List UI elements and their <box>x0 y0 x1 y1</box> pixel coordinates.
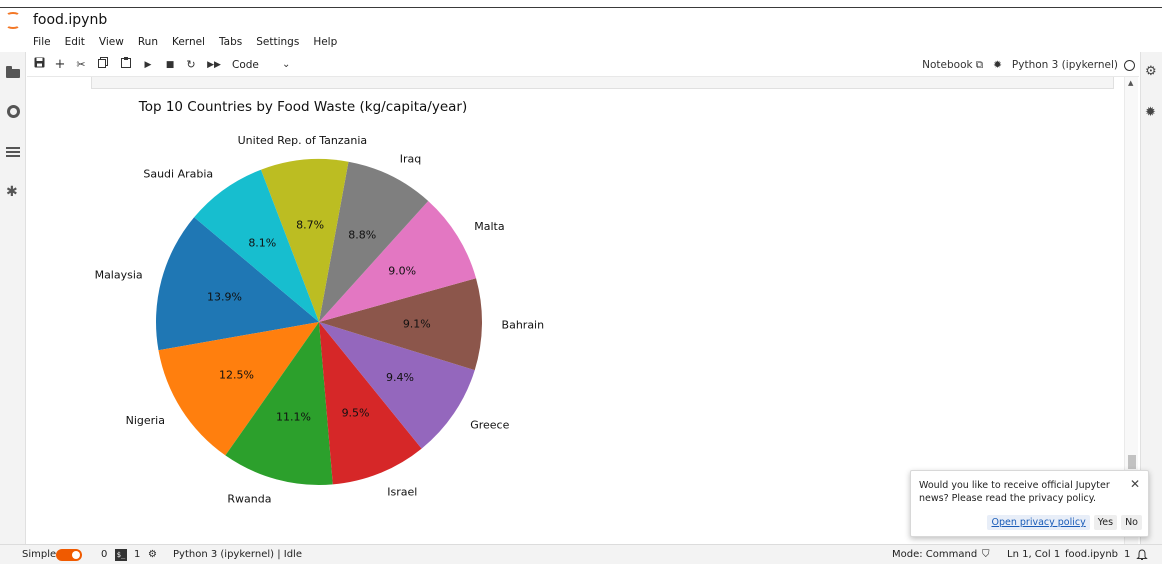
debugger-icon[interactable]: ✹ <box>1145 105 1156 120</box>
add-cell-icon[interactable]: + <box>54 57 66 72</box>
jupyter-logo-icon <box>6 12 20 30</box>
cursor-position[interactable]: Ln 1, Col 1 <box>1007 549 1061 560</box>
kernel-gear-icon[interactable]: ⚙ <box>148 549 157 560</box>
menu-file[interactable]: File <box>33 36 51 48</box>
pie-slice-united-rep-of-tanzania <box>260 159 349 322</box>
terminal-icon[interactable]: $_ <box>115 549 127 561</box>
pie-pct-label-united-rep-of-tanzania: 8.7% <box>296 219 324 232</box>
pie-category-label-bahrain: Bahrain <box>502 319 545 332</box>
menu-view[interactable]: View <box>98 36 124 48</box>
pie-pct-label-iraq: 8.8% <box>348 228 376 241</box>
pie-category-label-malaysia: Malaysia <box>95 269 143 282</box>
news-notification: Would you like to receive official Jupyt… <box>910 470 1149 537</box>
bell-icon[interactable] <box>1136 549 1148 564</box>
menu-bar: File Edit View Run Kernel Tabs Settings … <box>26 34 344 52</box>
status-bar: Simple 0 $_ 1 ⚙ Python 3 (ipykernel) | I… <box>0 544 1162 564</box>
scroll-up-arrow-icon[interactable]: ▲ <box>1128 79 1134 87</box>
status-filename: food.ipynb <box>1065 549 1119 560</box>
open-privacy-policy-button[interactable]: Open privacy policy <box>987 515 1090 530</box>
pie-pct-label-greece: 9.4% <box>386 371 414 384</box>
pie-pct-label-israel: 9.5% <box>342 407 370 420</box>
chevron-down-icon[interactable]: ⌄ <box>282 59 291 70</box>
notebook-panel: Top 10 Countries by Food Waste (kg/capit… <box>27 77 1140 544</box>
property-inspector-icon[interactable]: ⚙ <box>1145 64 1157 79</box>
pie-slice-greece <box>319 322 475 449</box>
pie-pct-label-bahrain: 9.1% <box>403 317 431 330</box>
run-icon[interactable]: ▶ <box>144 60 152 70</box>
menu-run[interactable]: Run <box>137 36 158 48</box>
notebook-title[interactable]: food.ipynb <box>33 12 108 28</box>
save-icon[interactable] <box>33 57 45 73</box>
open-external-icon[interactable]: ⧉ <box>975 58 984 71</box>
pie-category-label-israel: Israel <box>387 485 417 498</box>
chart-title: Top 10 Countries by Food Waste (kg/capit… <box>138 99 467 115</box>
pie-category-label-united-rep-of-tanzania: United Rep. of Tanzania <box>238 134 368 147</box>
pie-slice-saudi-arabia <box>194 169 319 322</box>
cell-type-select[interactable]: Code <box>232 59 259 71</box>
pie-pct-label-malaysia: 13.9% <box>207 291 242 304</box>
pie-slice-israel <box>319 322 422 485</box>
running-kernels-icon[interactable] <box>7 105 20 118</box>
kernel-status[interactable]: Python 3 (ipykernel) | Idle <box>173 549 302 560</box>
pie-category-label-nigeria: Nigeria <box>126 414 165 427</box>
extension-manager-icon[interactable]: ✱ <box>6 184 18 200</box>
kernel-status-icon <box>1124 59 1135 71</box>
file-browser-icon[interactable] <box>6 66 20 80</box>
fast-forward-icon[interactable]: ▶▶ <box>207 60 221 70</box>
close-icon[interactable]: ✕ <box>1129 477 1140 491</box>
debug-bug-icon[interactable]: ✹ <box>993 59 1002 71</box>
simple-mode-toggle[interactable] <box>56 549 82 561</box>
pie-category-label-iraq: Iraq <box>400 152 422 165</box>
restart-icon[interactable]: ↻ <box>186 58 196 71</box>
menu-edit[interactable]: Edit <box>64 36 85 48</box>
notebook-label[interactable]: Notebook <box>922 59 973 71</box>
pie-pct-label-nigeria: 12.5% <box>219 369 254 382</box>
pie-slice-malaysia <box>156 217 319 351</box>
right-sidebar: ⚙ ✹ <box>1140 52 1162 544</box>
copy-icon[interactable] <box>97 57 109 73</box>
notification-actions: Open privacy policy Yes No <box>983 515 1142 530</box>
previous-cell[interactable] <box>91 77 1114 89</box>
pie-pct-label-malta: 9.0% <box>388 265 416 278</box>
cut-icon[interactable]: ✂ <box>76 58 86 71</box>
scroll-thumb[interactable] <box>1128 455 1136 469</box>
yes-button[interactable]: Yes <box>1093 515 1118 530</box>
kernel-count[interactable]: 1 <box>134 549 141 560</box>
pie-category-label-rwanda: Rwanda <box>227 492 271 505</box>
no-button[interactable]: No <box>1121 515 1142 530</box>
menu-settings[interactable]: Settings <box>256 36 300 48</box>
simple-mode-label: Simple <box>22 549 57 560</box>
pie-chart: Top 10 Countries by Food Waste (kg/capit… <box>95 99 545 505</box>
menu-kernel[interactable]: Kernel <box>171 36 205 48</box>
kernel-name[interactable]: Python 3 (ipykernel) <box>1011 59 1118 71</box>
toolbar-right: Notebook ⧉ ✹ Python 3 (ipykernel) <box>916 57 1135 73</box>
notebook-scrollbar[interactable]: ▲ <box>1124 77 1138 544</box>
title-bar: food.ipynb <box>0 8 1162 34</box>
pie-category-label-malta: Malta <box>474 220 504 233</box>
pie-slice-iraq <box>319 161 429 322</box>
window-top-border <box>0 7 1162 8</box>
trusted-shield-icon[interactable]: ⛉ <box>982 549 990 560</box>
pie-slice-nigeria <box>158 322 319 456</box>
pie-category-label-saudi-arabia: Saudi Arabia <box>143 167 213 180</box>
notification-count[interactable]: 1 <box>1124 549 1131 560</box>
pie-slice-rwanda <box>225 322 333 485</box>
notebook-toolbar: + ✂ ▶ ■ ↻ ▶▶ Code ⌄ Notebook ⧉ ✹ Python … <box>27 53 1139 77</box>
pie-slice-malta <box>319 200 477 322</box>
pie-category-label-greece: Greece <box>470 418 509 431</box>
stop-icon[interactable]: ■ <box>165 60 175 70</box>
menu-help[interactable]: Help <box>313 36 338 48</box>
notification-message: Would you like to receive official Jupyt… <box>919 480 1110 504</box>
left-sidebar: ✱ <box>0 52 26 544</box>
mode-indicator: Mode: Command <box>892 549 978 560</box>
paste-icon[interactable] <box>120 57 132 73</box>
table-of-contents-icon[interactable] <box>6 145 20 159</box>
pie-pct-label-saudi-arabia: 8.1% <box>248 236 276 249</box>
menu-tabs[interactable]: Tabs <box>218 36 243 48</box>
pie-slice-bahrain <box>319 278 482 371</box>
terminal-count[interactable]: 0 <box>101 549 108 560</box>
pie-pct-label-rwanda: 11.1% <box>276 410 311 423</box>
